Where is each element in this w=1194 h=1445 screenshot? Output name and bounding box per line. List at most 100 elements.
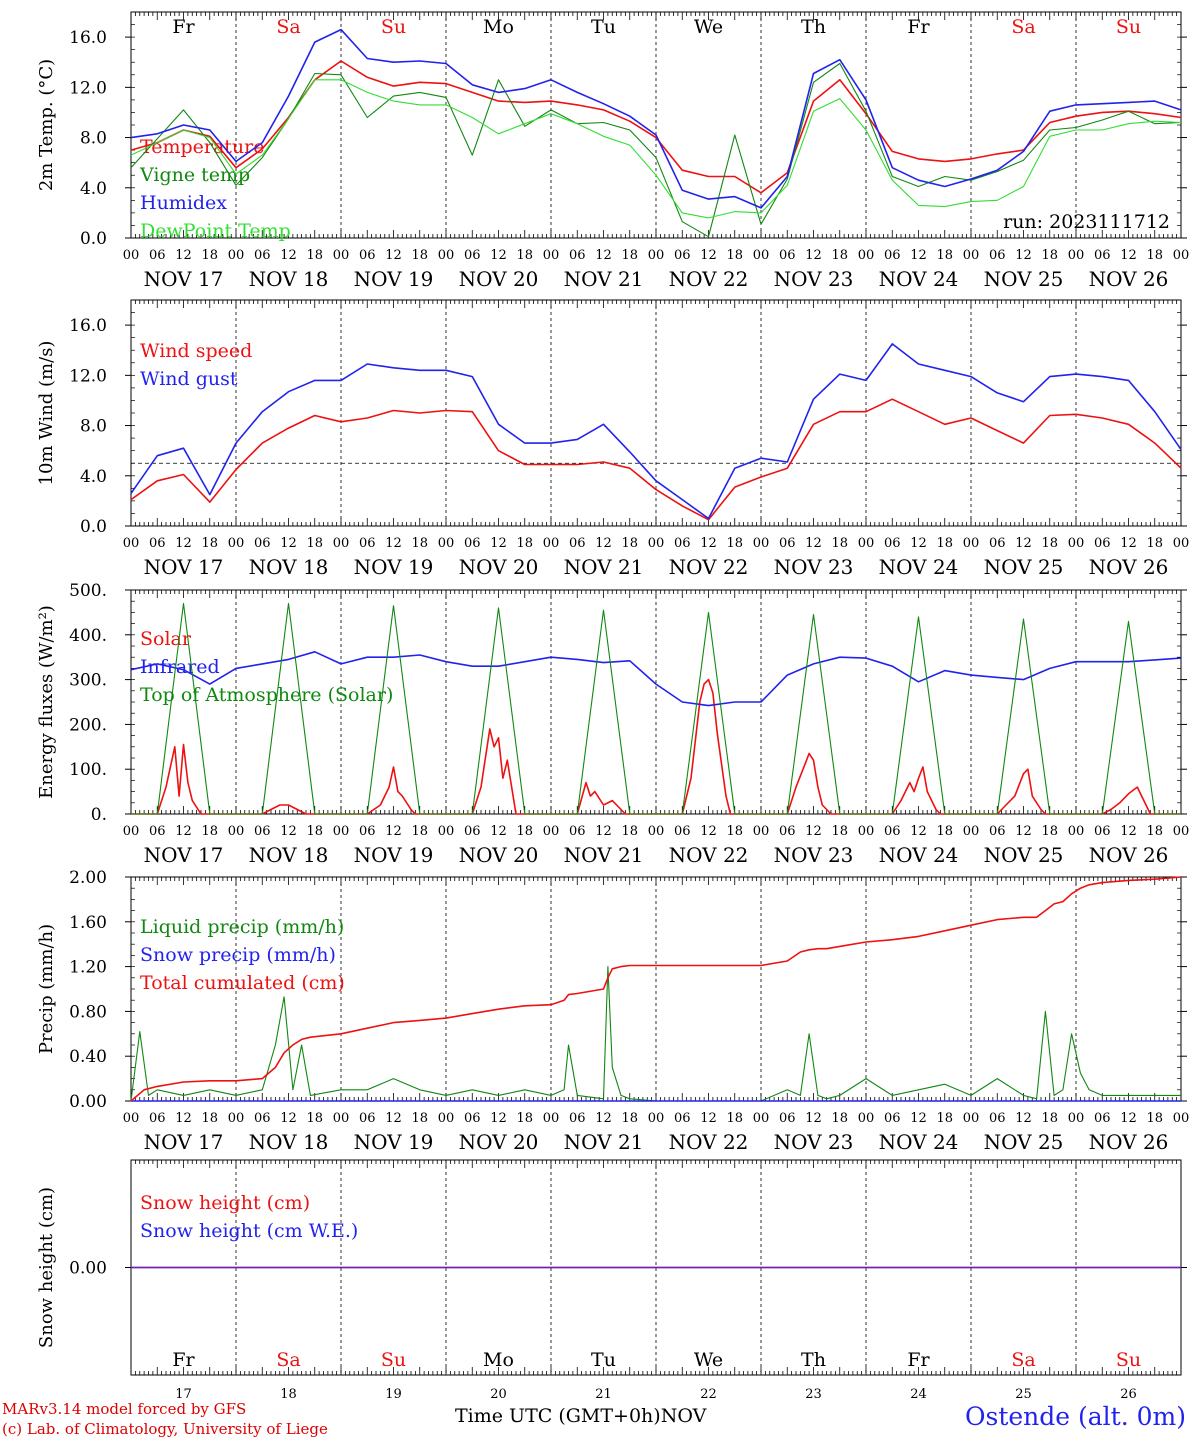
weekday-label: We bbox=[694, 1349, 723, 1371]
date-label: NOV 25 bbox=[984, 267, 1064, 291]
date-label: NOV 18 bbox=[249, 555, 329, 579]
date-label: NOV 22 bbox=[669, 555, 749, 579]
date-label: NOV 21 bbox=[564, 1130, 644, 1154]
hour-tick-label: 18 bbox=[1146, 536, 1163, 551]
weekday-label: Fr bbox=[172, 1349, 195, 1371]
date-label: NOV 23 bbox=[774, 555, 854, 579]
legend-entry: Wind speed bbox=[140, 340, 252, 362]
hour-tick-label: 06 bbox=[569, 1111, 586, 1126]
date-label: NOV 23 bbox=[774, 267, 854, 291]
weekday-label: Sa bbox=[276, 16, 300, 38]
hour-tick-label: 12 bbox=[700, 248, 717, 263]
hour-tick-label: 18 bbox=[936, 824, 953, 839]
weekday-label: Mo bbox=[483, 16, 514, 38]
hour-tick-label: 18 bbox=[201, 248, 218, 263]
weekday-label: Su bbox=[1116, 1349, 1141, 1371]
weekday-label: We bbox=[694, 16, 723, 38]
y-tick-label: 0.00 bbox=[69, 1259, 107, 1279]
hour-tick-label: 12 bbox=[910, 824, 927, 839]
y-tick-label: 400. bbox=[69, 626, 107, 646]
hour-tick-label: 06 bbox=[464, 248, 481, 263]
y-tick-label: 0. bbox=[91, 805, 107, 825]
date-label: NOV 17 bbox=[144, 843, 224, 867]
date-label: NOV 26 bbox=[1089, 1130, 1169, 1154]
hour-tick-label: 06 bbox=[674, 248, 691, 263]
hour-tick-label: 00 bbox=[123, 824, 140, 839]
y-axis-label: Precip (mm/h) bbox=[36, 924, 57, 1054]
hour-tick-label: 00 bbox=[1173, 824, 1190, 839]
hour-tick-label: 06 bbox=[779, 536, 796, 551]
hour-tick-label: 18 bbox=[1146, 1111, 1163, 1126]
weekday-label: Sa bbox=[1011, 16, 1035, 38]
hour-tick-label: 12 bbox=[1120, 1111, 1137, 1126]
y-tick-label: 0.0 bbox=[80, 517, 107, 537]
hour-tick-label: 00 bbox=[858, 248, 875, 263]
hour-tick-label: 00 bbox=[963, 824, 980, 839]
date-label: NOV 26 bbox=[1089, 555, 1169, 579]
weekday-label: Fr bbox=[907, 1349, 930, 1371]
hour-tick-label: 12 bbox=[910, 536, 927, 551]
legend-entry: Humidex bbox=[140, 192, 227, 214]
date-label: NOV 19 bbox=[354, 843, 434, 867]
legend-entry: Total cumulated (cm) bbox=[140, 972, 345, 994]
x-axis-month: NOV bbox=[660, 1405, 707, 1427]
weekday-label: Sa bbox=[1011, 1349, 1035, 1371]
date-label: NOV 21 bbox=[564, 555, 644, 579]
hour-tick-label: 00 bbox=[858, 536, 875, 551]
hour-tick-label: 06 bbox=[254, 248, 271, 263]
weekday-label: Fr bbox=[172, 16, 195, 38]
y-tick-label: 0.40 bbox=[69, 1047, 107, 1067]
run-annotation: run: 2023111712 bbox=[1003, 211, 1170, 233]
date-label: NOV 19 bbox=[354, 1130, 434, 1154]
hour-tick-label: 00 bbox=[753, 248, 770, 263]
y-tick-label: 0.0 bbox=[80, 229, 107, 249]
hour-tick-label: 12 bbox=[1120, 536, 1137, 551]
panel-2: 0.0 4.0 8.0 12.0 16.0 10m Wind (m/s) Wind spee… bbox=[36, 299, 1189, 579]
date-label: NOV 22 bbox=[669, 843, 749, 867]
hour-tick-label: 12 bbox=[805, 248, 822, 263]
hour-tick-label: 18 bbox=[726, 1111, 743, 1126]
hour-tick-label: 00 bbox=[963, 536, 980, 551]
hour-tick-label: 06 bbox=[569, 536, 586, 551]
hour-tick-label: 06 bbox=[674, 536, 691, 551]
day-number-label: 26 bbox=[1120, 1387, 1137, 1402]
hour-tick-label: 00 bbox=[333, 1111, 350, 1126]
date-label: NOV 25 bbox=[984, 843, 1064, 867]
hour-tick-label: 00 bbox=[438, 1111, 455, 1126]
hour-tick-label: 12 bbox=[1015, 536, 1032, 551]
hour-tick-label: 18 bbox=[831, 824, 848, 839]
hour-tick-label: 18 bbox=[621, 248, 638, 263]
hour-tick-label: 12 bbox=[385, 824, 402, 839]
hour-tick-label: 18 bbox=[1041, 1111, 1058, 1126]
hour-tick-label: 06 bbox=[1094, 536, 1111, 551]
hour-tick-label: 12 bbox=[280, 1111, 297, 1126]
hour-tick-label: 18 bbox=[201, 824, 218, 839]
hour-tick-label: 06 bbox=[569, 824, 586, 839]
y-tick-label: 0.00 bbox=[69, 1092, 107, 1112]
date-label: NOV 23 bbox=[774, 1130, 854, 1154]
hour-tick-label: 06 bbox=[359, 1111, 376, 1126]
hour-tick-label: 12 bbox=[805, 1111, 822, 1126]
weekday-label: Fr bbox=[907, 16, 930, 38]
legend-entry: Vigne temp bbox=[139, 164, 250, 186]
hour-tick-label: 00 bbox=[333, 536, 350, 551]
date-label: NOV 21 bbox=[564, 843, 644, 867]
hour-tick-label: 18 bbox=[1041, 824, 1058, 839]
hour-tick-label: 00 bbox=[648, 1111, 665, 1126]
date-label: NOV 20 bbox=[459, 1130, 539, 1154]
date-label: NOV 20 bbox=[459, 843, 539, 867]
hour-tick-label: 00 bbox=[543, 536, 560, 551]
panel-5: 0.00 Snow height (cm) Snow height (cm) Snow… bbox=[36, 1159, 1187, 1402]
y-axis-label: Snow height (cm) bbox=[36, 1187, 57, 1348]
hour-tick-label: 06 bbox=[989, 536, 1006, 551]
hour-tick-label: 06 bbox=[359, 824, 376, 839]
hour-tick-label: 18 bbox=[201, 1111, 218, 1126]
hour-tick-label: 18 bbox=[726, 536, 743, 551]
date-label: NOV 24 bbox=[879, 267, 959, 291]
y-tick-label: 4.0 bbox=[80, 467, 107, 487]
weekday-label: Th bbox=[801, 16, 826, 38]
date-label: NOV 26 bbox=[1089, 267, 1169, 291]
hour-tick-label: 00 bbox=[438, 248, 455, 263]
hour-tick-label: 12 bbox=[280, 536, 297, 551]
